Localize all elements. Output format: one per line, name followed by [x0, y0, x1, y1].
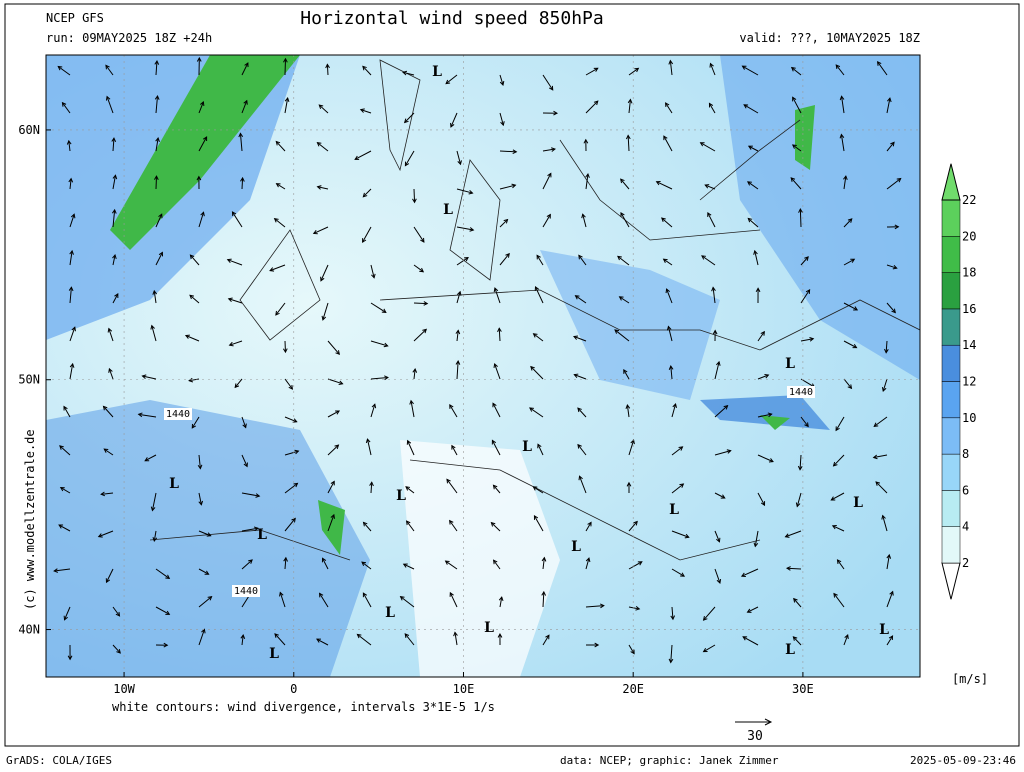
- credit: data: NCEP; graphic: Janek Zimmer: [560, 754, 779, 767]
- colorbar-label: 18: [962, 266, 976, 280]
- low-label: L: [385, 605, 395, 621]
- low-label: L: [879, 622, 889, 638]
- low-label: L: [396, 488, 406, 504]
- colorbar-band: [942, 309, 960, 345]
- colorbar-band: [942, 490, 960, 526]
- lon-tick-label: 0: [290, 682, 297, 696]
- colorbar-band: [942, 418, 960, 454]
- colorbar-label: 8: [962, 447, 969, 461]
- colorbar-label: 6: [962, 483, 969, 497]
- lon-tick-label: 10W: [113, 682, 135, 696]
- colorbar-band: [942, 345, 960, 381]
- low-label: L: [571, 539, 581, 555]
- colorbar-low: [942, 563, 960, 599]
- lat-tick-label: 40N: [18, 623, 40, 637]
- run: run: 09MAY2025 18Z +24h: [46, 31, 212, 45]
- grads: GrADS: COLA/IGES: [6, 754, 112, 767]
- model: NCEP GFS: [46, 11, 104, 25]
- colorbar-band: [942, 273, 960, 309]
- lon-tick-label: 10E: [453, 682, 475, 696]
- colorbar-unit: [m/s]: [952, 672, 988, 686]
- low-label: L: [432, 64, 442, 80]
- colorbar-band: [942, 236, 960, 272]
- divergence-note: white contours: wind divergence, interva…: [112, 700, 495, 714]
- lat-tick-label: 50N: [18, 373, 40, 387]
- wind-arrow: [414, 303, 427, 304]
- colorbar-label: 16: [962, 302, 976, 316]
- title: Horizontal wind speed 850hPa: [300, 8, 603, 29]
- low-label: L: [785, 642, 795, 658]
- contour-label: 1440: [234, 586, 258, 597]
- colorbar-label: 14: [962, 338, 976, 352]
- vector-scale: 30: [747, 729, 763, 744]
- colorbar-band: [942, 454, 960, 490]
- map: L L L L L L L L L L L L L L L 1440 1440 1440: [46, 55, 920, 677]
- colorbar-label: 4: [962, 520, 969, 534]
- site: (c) www.modellzentrale.de: [23, 429, 37, 610]
- colorbar-label: 10: [962, 411, 976, 425]
- timestamp: 2025-05-09-23:46: [910, 754, 1016, 767]
- low-label: L: [443, 202, 453, 218]
- valid: valid: ???, 10MAY2025 18Z: [739, 31, 920, 45]
- colorbar-band: [942, 200, 960, 236]
- colorbar-high: [942, 164, 960, 200]
- lon-tick-label: 30E: [792, 682, 814, 696]
- colorbar-label: 12: [962, 375, 976, 389]
- colorbar-band: [942, 527, 960, 563]
- low-label: L: [669, 502, 679, 518]
- lon-tick-label: 20E: [622, 682, 644, 696]
- low-label: L: [257, 527, 267, 543]
- low-label: L: [169, 476, 179, 492]
- contour-label: 1440: [789, 387, 813, 398]
- wind-arrow: [414, 189, 415, 202]
- low-label: L: [522, 439, 532, 455]
- low-label: L: [269, 646, 279, 662]
- wind-arrow: [800, 209, 801, 227]
- low-label: L: [484, 620, 494, 636]
- colorbar-band: [942, 382, 960, 418]
- low-label: L: [785, 356, 795, 372]
- low-label: L: [853, 495, 863, 511]
- colorbar-label: 22: [962, 193, 976, 207]
- colorbar-label: 2: [962, 556, 969, 570]
- contour-label: 1440: [166, 409, 190, 420]
- colorbar-label: 20: [962, 229, 976, 243]
- lat-tick-label: 60N: [18, 123, 40, 137]
